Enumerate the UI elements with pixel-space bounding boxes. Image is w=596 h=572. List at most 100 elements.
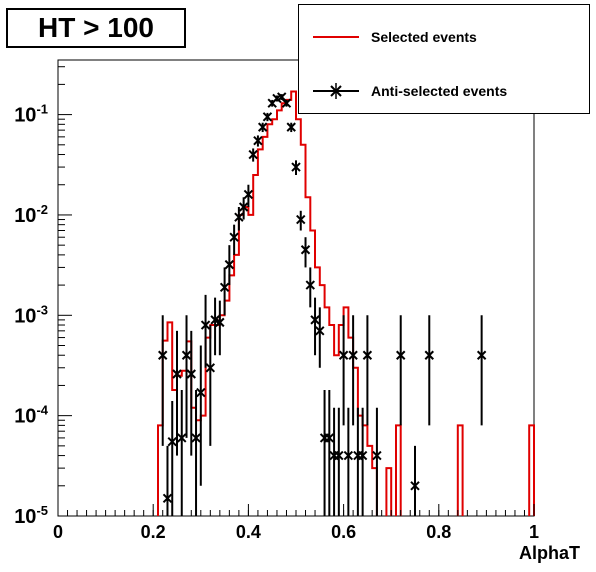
anti-point: [286, 122, 296, 133]
anti-point: [257, 122, 268, 133]
anti-point: [372, 407, 382, 516]
marker-stroke: [215, 317, 225, 328]
y-tick-label: 10-3: [14, 302, 48, 327]
x-tick-label: 1: [529, 522, 539, 542]
anti-point: [224, 245, 235, 286]
anti-point: [196, 345, 206, 486]
selected-series: [157, 90, 535, 516]
selected-histogram: [157, 90, 535, 516]
marker-stroke: [238, 202, 249, 212]
marker-stroke: [191, 433, 201, 443]
anti-point: [315, 307, 325, 368]
anti-point: [205, 325, 216, 446]
marker-stroke: [324, 433, 335, 443]
marker-stroke: [186, 369, 196, 379]
legend-selected-label: Selected events: [371, 29, 477, 45]
x-tick-label: 0: [53, 522, 63, 542]
anti-point: [362, 315, 373, 426]
legend-anti-marker: [313, 83, 359, 99]
anti-point: [277, 92, 287, 102]
marker-stroke: [410, 481, 420, 491]
marker-stroke: [162, 493, 173, 504]
marker-stroke: [167, 436, 177, 447]
anti-point: [162, 445, 173, 516]
marker-stroke: [224, 259, 235, 270]
marker-stroke: [310, 315, 320, 325]
anti-point: [181, 315, 192, 438]
y-tick-label: 10-1: [14, 102, 48, 127]
x-tick-label: 0.4: [236, 522, 261, 542]
anti-point: [296, 210, 306, 231]
anti-point: [338, 315, 349, 426]
anti-point: [424, 315, 434, 426]
marker-stroke: [257, 122, 268, 132]
anti-point: [348, 315, 358, 426]
marker-stroke: [291, 162, 301, 172]
anti-series: [158, 92, 487, 516]
anti-point: [253, 135, 263, 147]
legend-selected: Selected events: [299, 23, 589, 51]
marker-stroke: [210, 315, 220, 325]
anti-point: [238, 197, 249, 220]
anti-point: [219, 267, 230, 316]
marker-stroke: [277, 92, 287, 102]
y-tick-label: 10-4: [14, 403, 49, 428]
marker-stroke: [200, 320, 211, 330]
anti-point: [334, 407, 344, 516]
marker-stroke: [219, 282, 230, 293]
anti-point: [291, 160, 301, 176]
plot-title: HT > 100: [6, 8, 186, 48]
marker-stroke: [253, 135, 263, 146]
marker-stroke: [172, 369, 182, 379]
anti-point: [396, 315, 406, 426]
anti-point: [248, 148, 258, 162]
x-tick-label: 0.8: [426, 522, 451, 542]
marker-stroke: [334, 450, 344, 461]
marker-stroke: [281, 98, 292, 108]
anti-point: [215, 300, 225, 356]
anti-point: [476, 315, 487, 426]
marker-stroke: [338, 350, 349, 360]
anti-point: [329, 407, 339, 516]
anti-point: [357, 407, 368, 516]
anti-point: [243, 184, 254, 208]
marker-stroke: [348, 350, 358, 360]
legend-selected-line: [313, 36, 359, 38]
anti-point: [191, 390, 201, 516]
x-axis-label: AlphaT: [519, 543, 580, 563]
legend: Selected events Anti-selected events: [298, 4, 590, 114]
x-tick-label: 0.2: [141, 522, 166, 542]
anti-point: [281, 98, 292, 108]
marker-stroke: [243, 189, 254, 200]
anti-point: [305, 267, 315, 308]
anti-point: [158, 315, 168, 446]
y-tick-label: 10-2: [14, 202, 48, 227]
marker-stroke: [181, 350, 192, 360]
anti-point: [210, 297, 220, 356]
anti-point: [167, 400, 177, 516]
marker-stroke: [248, 149, 258, 160]
marker-stroke: [234, 212, 244, 222]
anti-point: [324, 390, 335, 516]
anti-point: [343, 407, 354, 516]
marker-stroke: [300, 245, 311, 255]
anti-point: [234, 207, 244, 231]
marker-stroke: [362, 350, 373, 360]
marker-stroke: [315, 326, 325, 336]
anti-point: [186, 330, 196, 456]
anti-point: [172, 330, 182, 456]
marker-stroke: [372, 450, 382, 461]
marker-stroke: [196, 387, 206, 398]
marker-stroke: [305, 280, 315, 290]
legend-anti-label: Anti-selected events: [371, 83, 508, 99]
axes: 0 0.2 0.4 0.6 0.8 1 10-5 10-4 10-3 10-2 10-1: [14, 66, 539, 542]
anti-point: [300, 237, 311, 268]
anti-point: [310, 297, 320, 356]
marker-stroke: [296, 214, 306, 225]
anti-point: [229, 224, 239, 255]
marker-stroke: [476, 350, 487, 360]
legend-anti: Anti-selected events: [299, 77, 589, 105]
marker-stroke: [158, 350, 168, 360]
anti-point: [319, 390, 330, 516]
